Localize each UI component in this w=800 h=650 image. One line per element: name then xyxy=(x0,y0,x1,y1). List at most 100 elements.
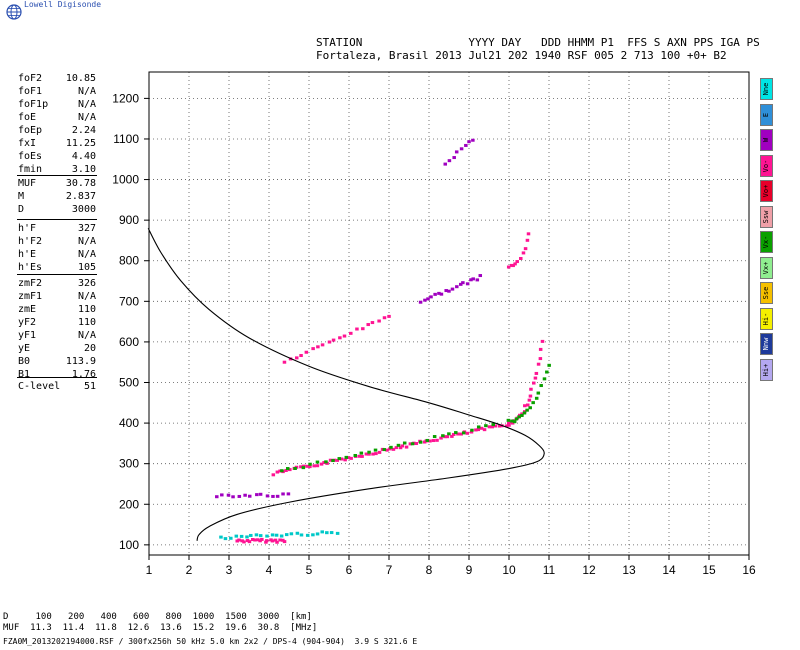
echo-point xyxy=(231,495,235,499)
echo-point xyxy=(364,452,369,456)
echo-point xyxy=(359,451,364,455)
param-h-f: h'F 327 xyxy=(18,223,96,236)
echo-point xyxy=(293,466,297,470)
echo-point xyxy=(370,321,375,325)
x-tick-label: 16 xyxy=(742,563,756,577)
echo-point xyxy=(528,394,533,398)
param-value: N/A xyxy=(77,291,96,302)
param-value: 51 xyxy=(83,381,96,392)
echo-point xyxy=(264,540,268,544)
echo-point xyxy=(385,448,389,452)
echo-point xyxy=(418,440,423,444)
profile-curve xyxy=(147,228,545,541)
param-value: N/A xyxy=(77,112,96,123)
param-value: 20 xyxy=(83,343,96,354)
echo-point xyxy=(444,289,448,293)
param-value: N/A xyxy=(77,236,96,247)
echo-point xyxy=(316,345,320,349)
param-h-e: h'E N/A xyxy=(18,249,96,262)
echo-point xyxy=(426,297,430,301)
echo-point xyxy=(304,350,309,354)
param-value: N/A xyxy=(77,99,96,110)
legend-label: Vx+ xyxy=(762,261,770,274)
echo-point xyxy=(450,287,455,291)
echo-point xyxy=(418,300,423,304)
echo-point xyxy=(491,423,495,427)
echo-point xyxy=(311,347,315,351)
echo-point xyxy=(474,428,478,432)
echo-point xyxy=(275,494,280,498)
echo-point xyxy=(538,357,543,361)
echo-point xyxy=(527,398,532,402)
echo-point xyxy=(450,434,454,438)
param-value: N/A xyxy=(77,86,96,97)
echo-point xyxy=(273,538,278,542)
param-ye: yE 20 xyxy=(18,343,96,356)
param-foep: foEp 2.24 xyxy=(18,125,96,138)
echo-point xyxy=(519,256,523,260)
echo-point xyxy=(389,445,393,449)
param-d: D 3000 xyxy=(18,204,96,217)
echo-point xyxy=(343,458,347,462)
legend-label: Nne xyxy=(762,82,770,96)
echo-point xyxy=(513,262,517,266)
legend-label: Vo+ xyxy=(762,184,770,198)
legend-item-nne: Nne xyxy=(760,78,773,100)
x-tick-label: 12 xyxy=(582,563,596,577)
echo-point xyxy=(520,413,524,417)
echo-point xyxy=(339,457,344,461)
echo-point xyxy=(288,468,292,472)
param-label: M xyxy=(18,191,25,202)
x-tick-label: 7 xyxy=(386,563,393,577)
echo-point xyxy=(377,450,382,454)
echo-point xyxy=(538,347,543,351)
echo-point xyxy=(355,327,359,331)
echo-point xyxy=(391,447,396,451)
echo-point xyxy=(243,493,247,497)
param-label: zmF1 xyxy=(18,291,43,302)
echo-point xyxy=(400,444,405,448)
echo-point xyxy=(464,143,468,147)
echo-point xyxy=(271,473,276,477)
param-b0: B0 113.9 xyxy=(18,356,96,369)
y-tick-label: 700 xyxy=(119,294,139,308)
muf-row: MUF 11.3 11.4 11.8 12.6 13.6 15.2 19.6 3… xyxy=(3,623,318,633)
echo-point xyxy=(305,464,310,468)
param-h-es: h'Es 105 xyxy=(18,262,96,275)
echo-point xyxy=(308,465,312,469)
param-value: 1.76 xyxy=(71,369,96,380)
echo-point xyxy=(353,453,358,457)
echo-point xyxy=(398,446,403,450)
legend-item-vo-: Vo+ xyxy=(760,180,773,202)
param-label: h'Es xyxy=(18,262,43,273)
echo-point xyxy=(344,455,349,459)
echo-point xyxy=(511,264,515,268)
param-zmf1: zmF1 N/A xyxy=(18,291,96,304)
header-labels: STATION YYYY DAY DDD HHMM P1 FFS S AXN P… xyxy=(316,36,760,49)
param-value: 2.837 xyxy=(65,191,96,202)
echo-point xyxy=(497,424,502,428)
param-label: B1 xyxy=(18,369,31,380)
plot-axes xyxy=(144,71,750,560)
echo-point xyxy=(329,531,334,535)
echo-point xyxy=(305,533,310,537)
echo-point xyxy=(534,396,539,400)
echo-point xyxy=(281,492,285,496)
legend-label: Hi+ xyxy=(762,363,770,376)
param-separator xyxy=(17,377,97,378)
echo-point xyxy=(258,492,263,496)
legend-item-nnw: Nnw xyxy=(760,333,773,355)
echo-point xyxy=(324,460,328,464)
param-label: foF2 xyxy=(18,73,43,84)
echo-point xyxy=(274,533,279,537)
echo-point xyxy=(315,532,320,536)
x-tick-label: 8 xyxy=(426,563,433,577)
echo-point xyxy=(506,265,511,269)
param-separator xyxy=(17,175,97,176)
legend-label: W xyxy=(762,137,770,143)
param-value: 10.85 xyxy=(65,73,96,84)
echo-point xyxy=(432,435,437,439)
param-label: yF2 xyxy=(18,317,37,328)
echo-point xyxy=(357,454,362,458)
echo-point xyxy=(506,418,511,422)
